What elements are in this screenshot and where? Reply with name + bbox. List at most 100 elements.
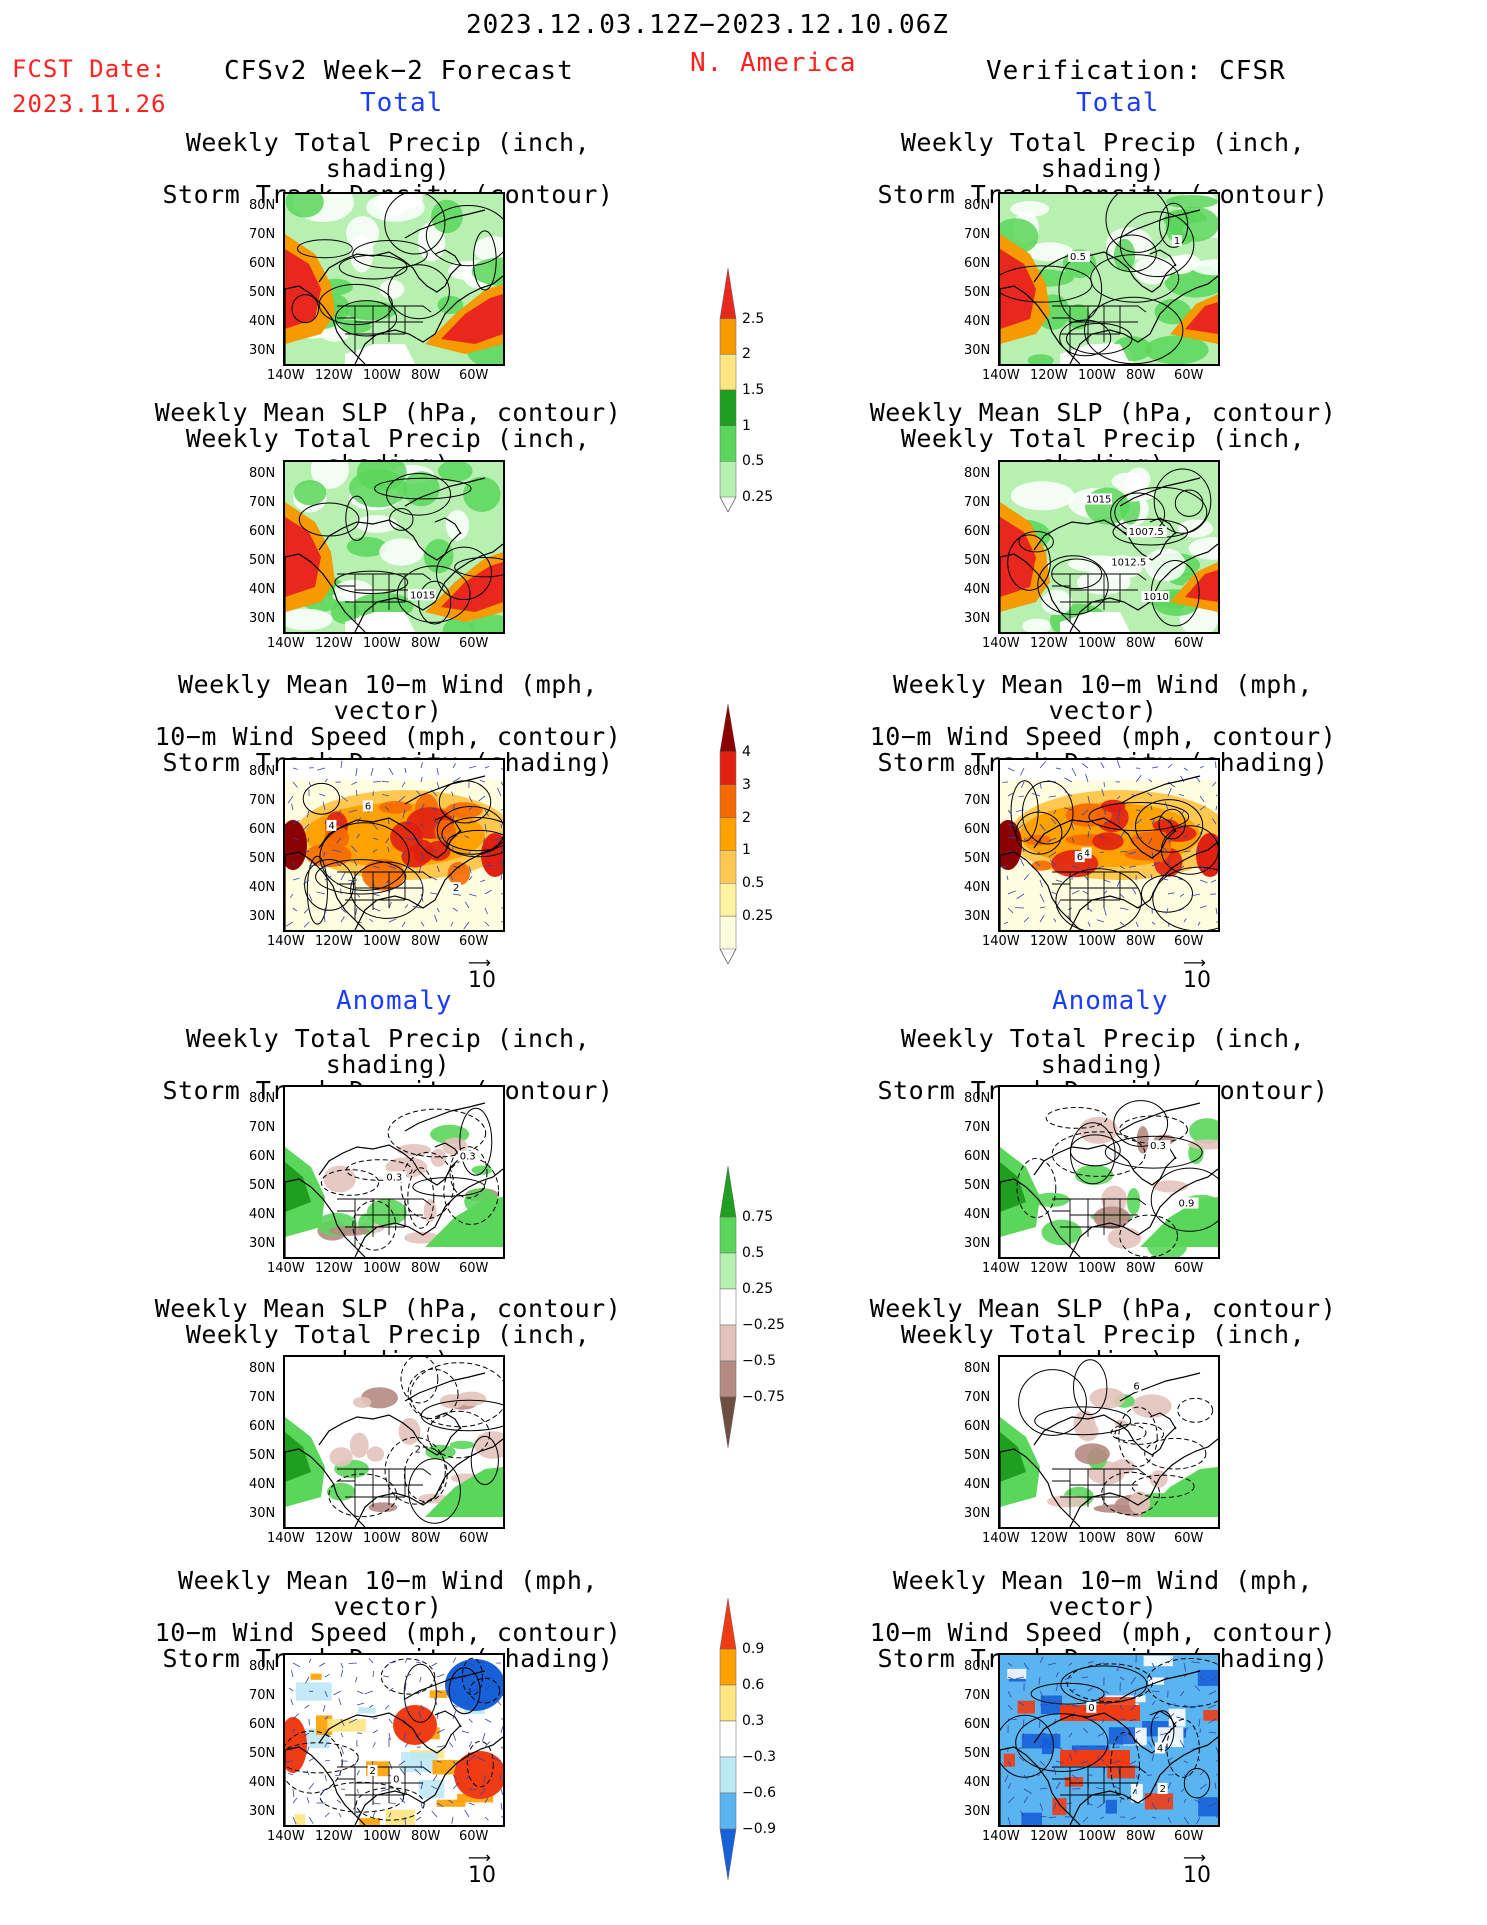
colorbar-tick-label: 2.5 xyxy=(742,310,765,327)
vector-reference-label: ⟶ 10 xyxy=(1183,1848,1211,1889)
lat-tick-label: 60N xyxy=(249,1149,276,1164)
lat-tick-label: 70N xyxy=(964,227,991,242)
colorbar-swatch xyxy=(719,883,737,917)
lat-tick-label: 50N xyxy=(249,285,276,300)
lat-tick-label: 80N xyxy=(964,1659,991,1674)
colorbar-tick-label: 0.25 xyxy=(742,489,774,505)
colorbar-storm-anom: 0.9 0.6 0.3 −0.3 −0.6 −0.9 xyxy=(718,1597,798,1881)
lat-tick-label: 50N xyxy=(249,1746,276,1761)
colorbar-tick-label: 0.9 xyxy=(742,1641,765,1657)
contour-label: 1012.5 xyxy=(1111,558,1146,569)
lat-tick-label: 80N xyxy=(964,198,991,213)
lon-tick-label: 100W xyxy=(1078,1829,1116,1844)
colorbar-tick-label: −0.75 xyxy=(742,1389,785,1405)
lat-tick-label: 30N xyxy=(964,1804,991,1819)
colorbar-swatch xyxy=(719,1828,737,1881)
lat-tick-label: 30N xyxy=(964,909,991,924)
colorbar-swatch xyxy=(719,318,737,355)
lat-tick-label: 30N xyxy=(249,1236,276,1251)
contour-label: 1 xyxy=(1174,236,1180,247)
colorbar-swatch xyxy=(719,915,737,950)
colorbar-swatch xyxy=(719,389,737,426)
lon-tick-label: 140W xyxy=(982,934,1020,949)
lat-tick-label: 70N xyxy=(964,1688,991,1703)
forecast-anom-precip_storm-title: Weekly Total Precip (inch, shading) Storm… xyxy=(118,1026,658,1104)
colorbar-precip-total: 2.5 2 1.5 1 0.5 0.25 xyxy=(718,267,798,513)
lon-tick-label: 60W xyxy=(459,934,489,949)
lon-tick-label: 80W xyxy=(411,1531,441,1546)
contour-label: 1010 xyxy=(1143,592,1168,603)
vector-reference-label: ⟶ 10 xyxy=(468,1848,496,1889)
lat-tick-label: 30N xyxy=(249,909,276,924)
lon-tick-label: 80W xyxy=(1126,934,1156,949)
colorbar-tick-label: 0.5 xyxy=(742,453,765,470)
forecast-anom-precip_storm-map: 0.3 0.3 xyxy=(283,1085,505,1259)
colorbar-swatch xyxy=(719,1396,737,1449)
contour-label: 0.5 xyxy=(1070,252,1086,263)
contour-label: 4 xyxy=(328,821,334,832)
panel-title-line: 10−m Wind Speed (mph, contour) xyxy=(154,1618,622,1647)
lat-tick-label: 80N xyxy=(964,764,991,779)
verification-anom-precip_storm-title: Weekly Total Precip (inch, shading) Storm… xyxy=(833,1026,1373,1104)
lat-tick-label: 70N xyxy=(964,1390,991,1405)
lat-tick-label: 80N xyxy=(249,1091,276,1106)
colorbar-tick-label: 0.3 xyxy=(742,1713,765,1729)
vector-reference-value: 10 xyxy=(468,1863,496,1888)
lat-tick-label: 30N xyxy=(249,611,276,626)
panel-title-line: Weekly Mean SLP (hPa, contour) xyxy=(869,1294,1337,1323)
region-title: N. America xyxy=(690,48,857,78)
section-anomaly-right: Anomaly xyxy=(1052,986,1169,1016)
lat-tick-label: 50N xyxy=(964,1448,991,1463)
date-range-title: 2023.12.03.12Z−2023.12.10.06Z xyxy=(466,10,949,40)
lat-tick-label: 50N xyxy=(249,1448,276,1463)
panel-title-line: Weekly Mean 10−m Wind (mph, vector) xyxy=(178,1566,598,1621)
panel-title-line: Weekly Mean SLP (hPa, contour) xyxy=(869,398,1337,427)
lon-tick-label: 100W xyxy=(1078,934,1116,949)
vector-reference-value: 10 xyxy=(1183,1863,1211,1888)
panel-title-line: 10−m Wind Speed (mph, contour) xyxy=(869,1618,1337,1647)
lat-tick-label: 80N xyxy=(249,198,276,213)
lat-tick-label: 60N xyxy=(964,524,991,539)
lat-tick-label: 80N xyxy=(964,1361,991,1376)
lat-tick-label: 30N xyxy=(964,1506,991,1521)
lon-tick-label: 140W xyxy=(982,1531,1020,1546)
colorbar-swatch xyxy=(719,751,737,785)
lon-tick-label: 100W xyxy=(1078,368,1116,383)
colorbar-tick-label: 0.5 xyxy=(742,1245,765,1261)
contour-label: 6 xyxy=(1133,1382,1139,1393)
lon-tick-label: 120W xyxy=(315,636,353,651)
panel-title-line: Weekly Mean 10−m Wind (mph, vector) xyxy=(178,670,598,725)
colorbar-precip-anom: 0.75 0.5 0.25 −0.25 −0.5 −0.75 xyxy=(718,1165,798,1449)
lat-tick-label: 70N xyxy=(249,1120,276,1135)
colorbar-tick-label: 1 xyxy=(742,417,751,434)
lon-tick-label: 80W xyxy=(411,636,441,651)
lat-tick-label: 80N xyxy=(964,1091,991,1106)
colorbar-swatch xyxy=(719,1252,737,1290)
contour-label: 2 xyxy=(453,883,459,894)
colorbar-tick-label: 4 xyxy=(742,743,751,760)
panel-title-line: Weekly Total Precip (inch, shading) xyxy=(185,128,591,183)
colorbar-swatch xyxy=(719,784,737,818)
section-anomaly-left: Anomaly xyxy=(336,986,453,1016)
fcst-date-value: 2023.11.26 xyxy=(12,90,167,118)
colorbar-swatch xyxy=(719,1648,737,1686)
lon-tick-label: 60W xyxy=(459,368,489,383)
lat-tick-label: 30N xyxy=(249,1804,276,1819)
forecast-total-slp_precip-map: 1015 xyxy=(283,460,505,634)
lon-tick-label: 140W xyxy=(267,636,305,651)
lat-tick-label: 60N xyxy=(249,1419,276,1434)
lat-tick-label: 50N xyxy=(249,553,276,568)
contour-label: 1007.5 xyxy=(1129,527,1164,538)
contour-label: 2 xyxy=(370,1766,376,1777)
lon-tick-label: 120W xyxy=(1030,1531,1068,1546)
forecast-anom-slp_precip-map: 2 xyxy=(283,1355,505,1529)
lat-tick-label: 40N xyxy=(249,1775,276,1790)
lon-tick-label: 80W xyxy=(1126,368,1156,383)
panel-title-line: 10−m Wind Speed (mph, contour) xyxy=(869,722,1337,751)
lon-tick-label: 120W xyxy=(315,1829,353,1844)
colorbar-tick-label: −0.25 xyxy=(742,1317,785,1333)
lat-tick-label: 60N xyxy=(964,256,991,271)
colorbar-tick-label: −0.5 xyxy=(742,1353,776,1369)
